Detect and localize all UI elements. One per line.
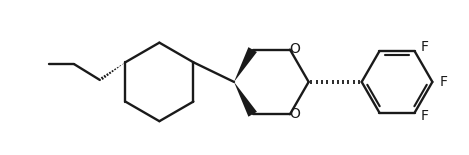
Text: F: F — [421, 109, 429, 124]
Text: F: F — [421, 40, 429, 54]
Text: O: O — [289, 42, 300, 56]
Polygon shape — [234, 82, 257, 117]
Text: F: F — [439, 75, 447, 89]
Text: O: O — [289, 107, 300, 121]
Polygon shape — [234, 47, 257, 82]
